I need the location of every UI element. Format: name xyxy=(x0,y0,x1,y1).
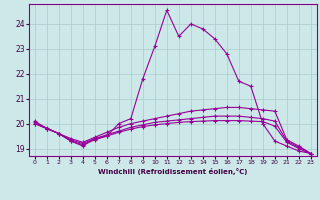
X-axis label: Windchill (Refroidissement éolien,°C): Windchill (Refroidissement éolien,°C) xyxy=(98,168,247,175)
